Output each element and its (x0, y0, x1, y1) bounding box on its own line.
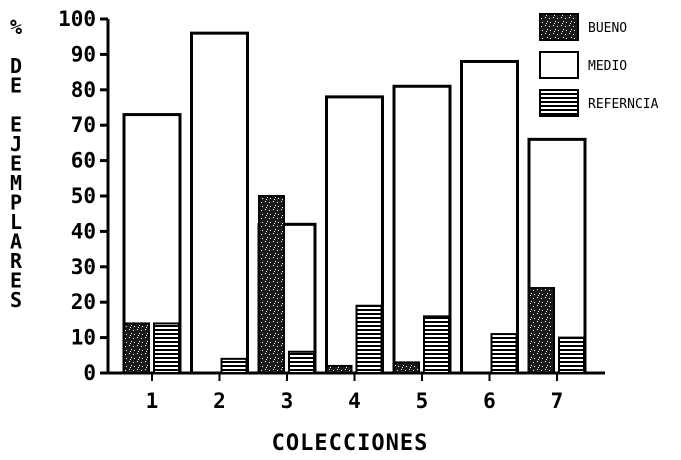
legend-label: BUENO (588, 21, 627, 36)
x-tick-label: 6 (483, 389, 496, 413)
x-tick-label: 3 (281, 389, 294, 413)
y-tick-label: 50 (71, 184, 96, 208)
y-tick-label: 60 (71, 149, 96, 173)
y-tick-label: 10 (71, 326, 96, 350)
x-tick-label: 2 (213, 389, 226, 413)
bar-referencia (559, 338, 584, 373)
legend-swatch (540, 90, 578, 116)
x-tick-label: 5 (416, 389, 429, 413)
y-tick-label: 20 (71, 290, 96, 314)
bar-referencia (222, 359, 247, 373)
bar-referencia (357, 306, 382, 373)
bar-medio (462, 61, 518, 373)
bar-bueno (124, 323, 149, 373)
x-tick-label: 4 (348, 389, 361, 413)
legend-swatch (540, 14, 578, 40)
bar-bueno (394, 362, 419, 373)
y-tick-label: 30 (71, 255, 96, 279)
bar-medio (192, 33, 248, 373)
x-axis-title: COLECCIONES (272, 431, 429, 456)
legend-label: MEDIO (588, 59, 627, 74)
y-tick-label: 100 (58, 7, 96, 31)
bar-referencia (424, 316, 449, 373)
y-tick-label: 40 (71, 219, 96, 243)
x-tick-label: 1 (146, 389, 159, 413)
bar-bueno (529, 288, 554, 373)
bar-referencia (154, 323, 179, 373)
bar-bueno (259, 196, 284, 373)
legend-swatch (540, 52, 578, 78)
y-tick-label: 0 (83, 361, 96, 385)
y-tick-label: 90 (71, 42, 96, 66)
x-tick-label: 7 (551, 389, 564, 413)
legend-label: REFERNCIA (588, 97, 659, 112)
y-tick-label: 80 (71, 78, 96, 102)
y-tick-label: 70 (71, 113, 96, 137)
bar-referencia (289, 352, 314, 373)
bar-bueno (327, 366, 352, 373)
bar-referencia (492, 334, 517, 373)
